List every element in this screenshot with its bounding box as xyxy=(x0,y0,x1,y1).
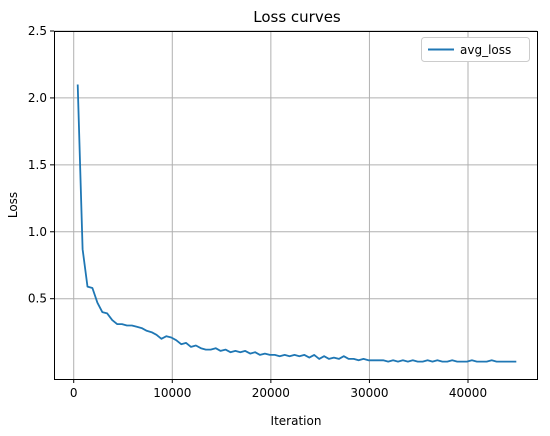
plot-frame xyxy=(54,31,538,380)
y-axis-label: Loss xyxy=(6,192,20,218)
x-tick-label: 40000 xyxy=(449,386,487,400)
series-line-avg-loss xyxy=(76,84,517,363)
y-tick-label: 0.5 xyxy=(28,292,47,306)
plot-series xyxy=(76,84,517,363)
legend-label-avg-loss: avg_loss xyxy=(460,43,511,57)
x-axis-ticks: 0 10000 20000 30000 40000 xyxy=(70,379,487,400)
legend-box xyxy=(421,37,530,62)
y-axis-ticks: 0.5 1.0 1.5 2.0 2.5 xyxy=(28,24,54,306)
x-tick-label: 20000 xyxy=(252,386,290,400)
y-tick-label: 1.5 xyxy=(28,158,47,172)
chart-title: Loss curves xyxy=(253,8,341,26)
y-tick-label: 1.0 xyxy=(28,225,47,239)
x-tick-label: 0 xyxy=(70,386,78,400)
y-tick-label: 2.5 xyxy=(28,24,47,38)
x-tick-label: 30000 xyxy=(350,386,388,400)
x-tick-label: 10000 xyxy=(153,386,191,400)
y-tick-label: 2.0 xyxy=(28,91,47,105)
x-axis-label: Iteration xyxy=(271,414,322,428)
legend: avg_loss xyxy=(421,37,530,62)
